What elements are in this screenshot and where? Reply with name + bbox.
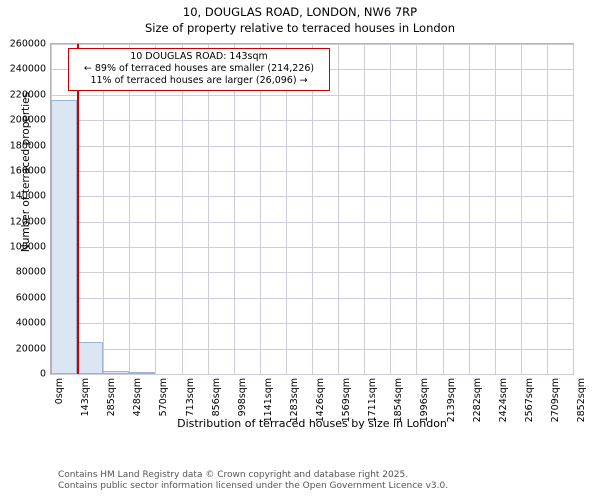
gridline-horizontal (51, 349, 573, 350)
x-axis-title: Distribution of terraced houses by size … (177, 417, 447, 430)
x-axis-tick-label: 2424sqm (498, 378, 509, 423)
x-axis-tick-label: 1283sqm (289, 378, 300, 423)
gridline-horizontal (51, 272, 573, 273)
gridline-horizontal (51, 222, 573, 223)
y-axis-tick-label: 160000 (9, 165, 46, 177)
bar (129, 372, 155, 374)
x-axis-tick-label: 856sqm (211, 378, 222, 417)
x-axis-tick-label: 428sqm (132, 378, 143, 417)
annotation-box: 10 DOUGLAS ROAD: 143sqm ← 89% of terrace… (68, 48, 330, 91)
x-axis-tick-label: 1854sqm (393, 378, 404, 423)
gridline-vertical (286, 44, 287, 374)
x-axis-tick-label: 998sqm (237, 378, 248, 417)
y-axis-tick-label: 40000 (15, 317, 46, 329)
gridline-vertical (208, 44, 209, 374)
annotation-line-1: 10 DOUGLAS ROAD: 143sqm (130, 51, 268, 62)
gridline-vertical (182, 44, 183, 374)
x-axis-tick-label: 285sqm (106, 378, 117, 417)
y-axis-tick-label: 0 (39, 368, 46, 380)
gridline-horizontal (51, 120, 573, 121)
gridline-vertical (443, 44, 444, 374)
gridline-horizontal (51, 95, 573, 96)
x-axis-tick-label: 2567sqm (524, 378, 535, 423)
y-axis-tick-label: 100000 (9, 241, 46, 253)
x-axis-tick-label: 2852sqm (576, 378, 587, 423)
gridline-vertical (260, 44, 261, 374)
x-axis-tick-label: 143sqm (80, 378, 91, 417)
gridline-vertical (338, 44, 339, 374)
bar (77, 342, 103, 374)
annotation-line-2: ← 89% of terraced houses are smaller (21… (83, 63, 315, 74)
footer: Contains HM Land Registry data © Crown c… (58, 470, 598, 492)
y-axis-title: Number of terraced properties (20, 91, 32, 253)
x-axis-tick-label: 1141sqm (263, 378, 274, 423)
gridline-vertical (234, 44, 235, 374)
y-axis-tick-label: 80000 (15, 266, 46, 278)
bar (103, 371, 129, 374)
gridline-vertical (495, 44, 496, 374)
gridline-horizontal (51, 247, 573, 248)
y-axis-tick-label: 140000 (9, 190, 46, 202)
bar (51, 100, 77, 374)
y-axis-tick-label: 260000 (9, 38, 46, 50)
footer-line-2: Contains public sector information licen… (58, 481, 449, 491)
property-marker-line (77, 44, 79, 374)
x-axis-tick-label: 570sqm (158, 378, 169, 417)
gridline-vertical (521, 44, 522, 374)
x-axis-tick-label: 1711sqm (367, 378, 378, 423)
y-axis-tick-label: 180000 (9, 140, 46, 152)
annotation-line-3: 11% of terraced houses are larger (26,09… (90, 75, 308, 86)
x-axis-tick-label: 2282sqm (472, 378, 483, 423)
gridlines (51, 44, 574, 375)
x-axis-tick-label: 2709sqm (550, 378, 561, 423)
y-axis-tick-label: 240000 (9, 63, 46, 75)
x-axis-tick-label: 2139sqm (446, 378, 457, 423)
gridline-vertical (364, 44, 365, 374)
gridline-vertical (390, 44, 391, 374)
plot-area (50, 43, 574, 375)
gridline-vertical (573, 44, 574, 374)
footer-line-1: Contains HM Land Registry data © Crown c… (58, 470, 409, 480)
gridline-horizontal (51, 44, 573, 45)
gridline-horizontal (51, 146, 573, 147)
x-axis-labels: 0sqm 143sqm 285sqm 428sqm 570sqm 713sqm 856sqm… (50, 378, 587, 448)
y-axis-tick-label: 220000 (9, 89, 46, 101)
x-axis-tick-label: 1426sqm (315, 378, 326, 423)
x-axis-tick-label: 0sqm (54, 378, 65, 405)
y-axis-tick-label: 200000 (9, 114, 46, 126)
chart-subtitle: Size of property relative to terraced ho… (145, 21, 455, 35)
x-axis-tick-label: 1996sqm (419, 378, 430, 423)
gridline-vertical (155, 44, 156, 374)
y-axis-tick-label: 20000 (15, 343, 46, 355)
gridline-vertical (129, 44, 130, 374)
y-axis-tick-label: 60000 (15, 292, 46, 304)
y-axis-tick-label: 120000 (9, 216, 46, 228)
gridline-horizontal (51, 196, 573, 197)
gridline-vertical (547, 44, 548, 374)
gridline-horizontal (51, 323, 573, 324)
chart-title: 10, DOUGLAS ROAD, LONDON, NW6 7RP (182, 5, 418, 19)
gridline-horizontal (51, 298, 573, 299)
gridline-vertical (103, 44, 104, 374)
gridline-horizontal (51, 374, 573, 375)
gridline-horizontal (51, 171, 573, 172)
gridline-vertical (469, 44, 470, 374)
x-axis-tick-label: 1569sqm (341, 378, 352, 423)
gridline-vertical (416, 44, 417, 374)
x-axis-tick-label: 713sqm (185, 378, 196, 417)
gridline-vertical (312, 44, 313, 374)
y-axis-labels: 0 20000 40000 60000 80000 100000 120000 140000 1… (0, 39, 46, 380)
